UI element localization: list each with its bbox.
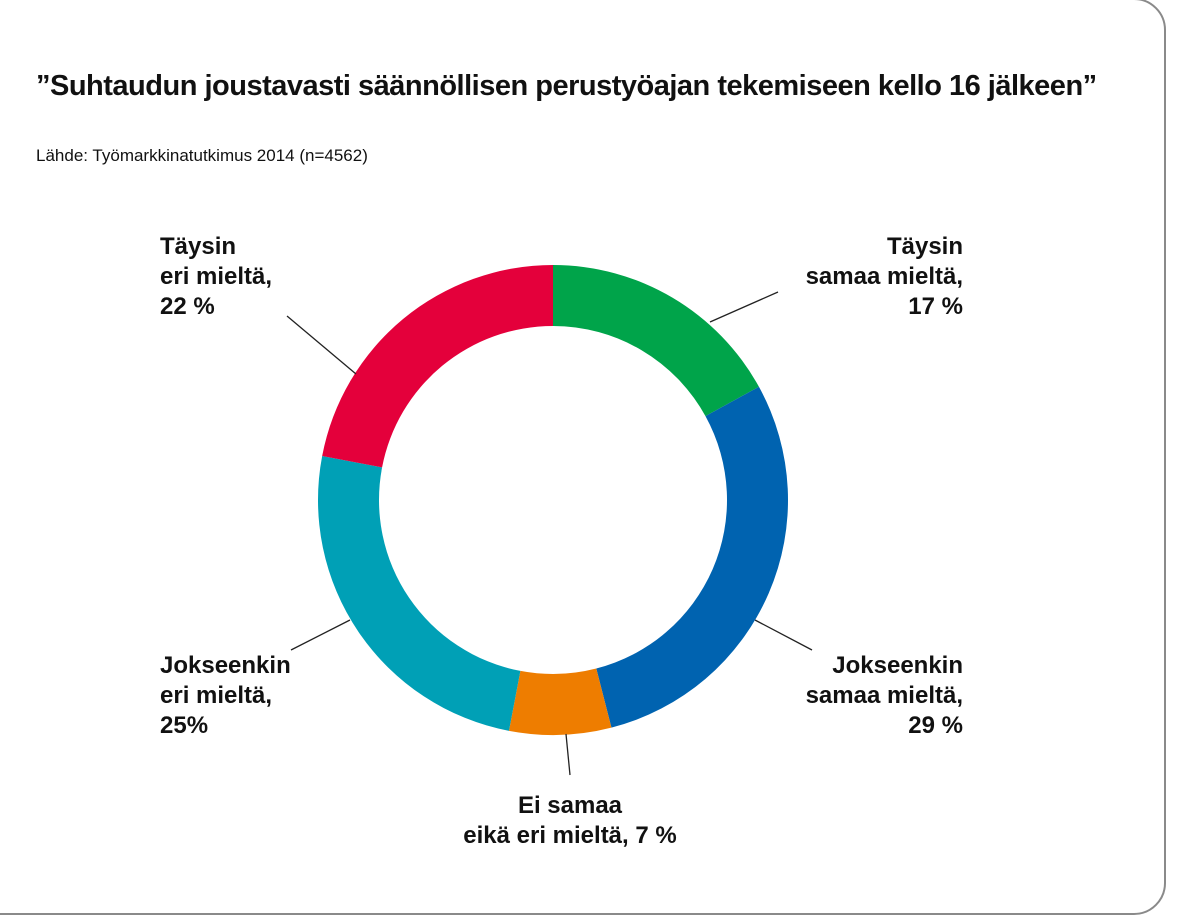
label-line: Täysin (886, 233, 963, 260)
label-line: eri mieltä, (160, 682, 273, 709)
chart-frame (0, 0, 1166, 915)
donut-slice (596, 386, 789, 728)
leader-line (565, 733, 571, 776)
label-line: 25% (160, 712, 209, 739)
label-jokseenkin-samaa: Jokseenkin samaa mieltä, 29 % (806, 651, 963, 741)
label-line: 22 % (160, 293, 215, 320)
donut-slice (553, 265, 759, 417)
label-taysin-samaa: Täysin samaa mieltä, 17 % (806, 232, 963, 322)
donut-slice (318, 455, 521, 731)
chart-title: ”Suhtaudun joustavasti säännöllisen peru… (36, 70, 1097, 102)
label-line: Jokseenkin (160, 652, 291, 679)
label-jokseenkin-eri: Jokseenkin eri mieltä, 25% (160, 651, 291, 741)
label-line: Jokseenkin (832, 652, 963, 679)
label-line: samaa mieltä, (805, 263, 963, 290)
leader-line (290, 619, 351, 651)
label-line: eri mieltä, (160, 263, 273, 290)
label-line: samaa mieltä, (805, 682, 963, 709)
leader-line (286, 315, 357, 375)
label-line: 17 % (908, 293, 963, 320)
leader-line (754, 619, 813, 651)
label-line: Ei samaa (517, 792, 623, 819)
label-line: eikä eri mieltä, 7 % (463, 822, 677, 849)
label-ei-samaa: Ei samaa eikä eri mieltä, 7 % (440, 791, 700, 851)
chart-source: Lähde: Työmarkkinatutkimus 2014 (n=4562) (36, 146, 368, 165)
donut-slice (322, 265, 553, 468)
label-taysin-eri: Täysin eri mieltä, 22 % (160, 232, 272, 322)
label-line: Täysin (160, 233, 237, 260)
donut-slice (508, 668, 612, 735)
leader-line (709, 291, 779, 323)
label-line: 29 % (908, 712, 963, 739)
